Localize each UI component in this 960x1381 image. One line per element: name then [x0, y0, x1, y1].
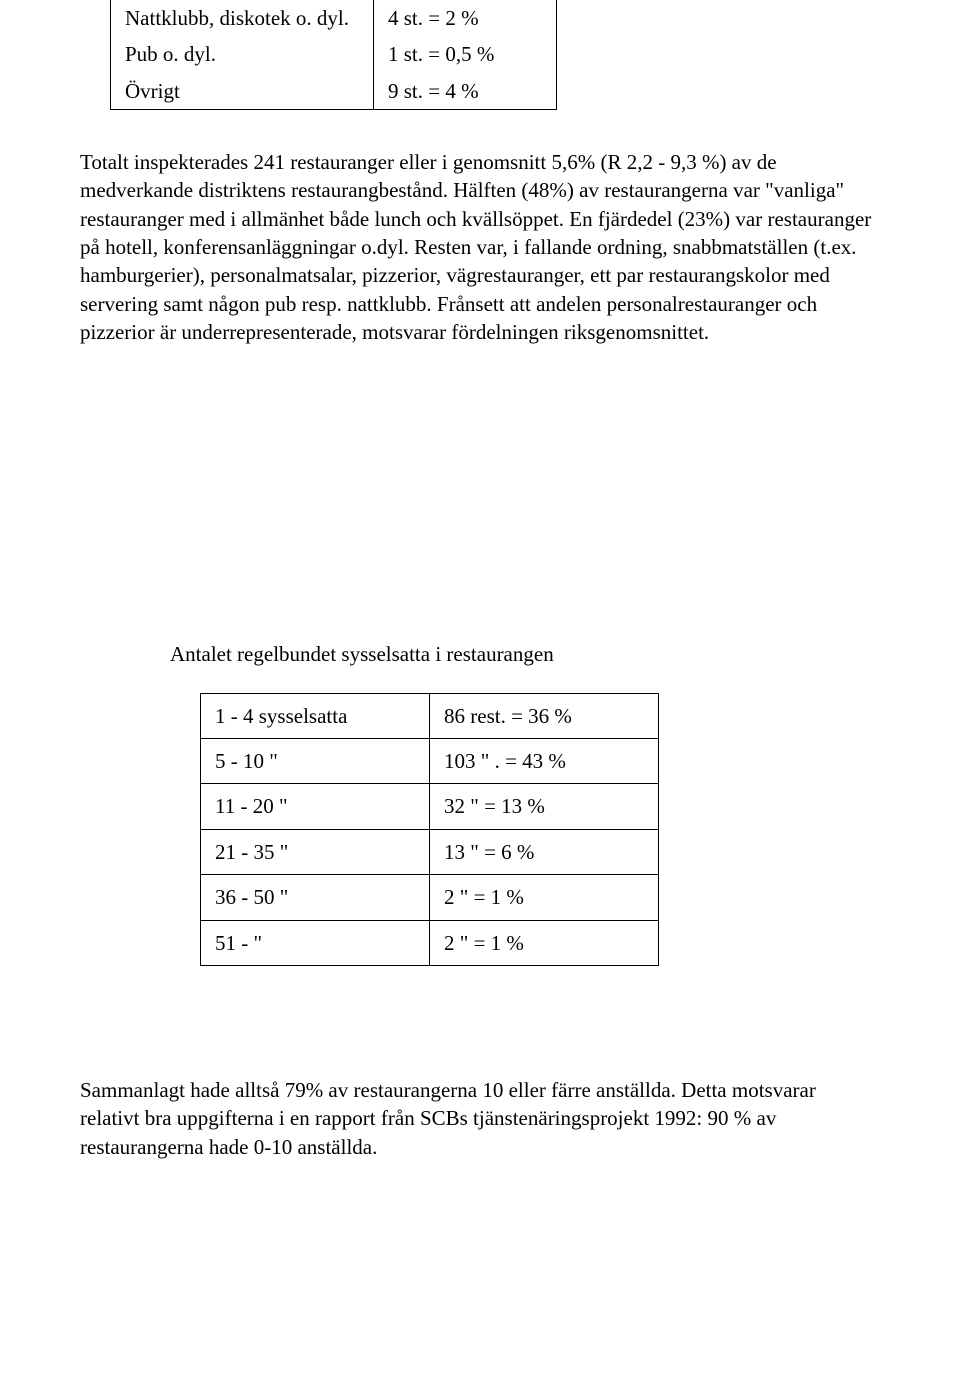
vertical-spacer	[80, 1026, 880, 1076]
summary-table-top: Nattklubb, diskotek o. dyl. 4 st. = 2 % …	[110, 0, 557, 110]
table-row: 1 - 4 sysselsatta 86 rest. = 36 %	[201, 693, 659, 738]
table-row: Nattklubb, diskotek o. dyl. 4 st. = 2 %	[111, 0, 557, 36]
table-cell: 9 st. = 4 %	[374, 73, 557, 110]
body-paragraph: Sammanlagt hade alltså 79% av restaurang…	[80, 1076, 880, 1161]
table-row: 51 - " 2 " = 1 %	[201, 920, 659, 965]
table-cell: Nattklubb, diskotek o. dyl.	[111, 0, 374, 36]
table-row: 5 - 10 " 103 " . = 43 %	[201, 739, 659, 784]
table-row: 21 - 35 " 13 " = 6 %	[201, 829, 659, 874]
table-cell: 2 " = 1 %	[430, 920, 659, 965]
table-cell: 4 st. = 2 %	[374, 0, 557, 36]
document-page: Nattklubb, diskotek o. dyl. 4 st. = 2 % …	[0, 0, 960, 1381]
table-cell: Övrigt	[111, 73, 374, 110]
table-row: 11 - 20 " 32 " = 13 %	[201, 784, 659, 829]
table-cell: 5 - 10 "	[201, 739, 430, 784]
table-cell: 32 " = 13 %	[430, 784, 659, 829]
table-cell: 2 " = 1 %	[430, 875, 659, 920]
table-cell: 36 - 50 "	[201, 875, 430, 920]
table-cell: 103 " . = 43 %	[430, 739, 659, 784]
table-cell: 21 - 35 "	[201, 829, 430, 874]
table-cell: Pub o. dyl.	[111, 36, 374, 72]
vertical-spacer	[80, 360, 880, 640]
table-row: Pub o. dyl. 1 st. = 0,5 %	[111, 36, 557, 72]
table-cell: 11 - 20 "	[201, 784, 430, 829]
body-paragraph: Totalt inspekterades 241 restauranger el…	[80, 148, 880, 346]
table-row: 36 - 50 " 2 " = 1 %	[201, 875, 659, 920]
section-subheading: Antalet regelbundet sysselsatta i restau…	[170, 640, 880, 668]
table-cell: 51 - "	[201, 920, 430, 965]
table-cell: 86 rest. = 36 %	[430, 693, 659, 738]
table-row: Övrigt 9 st. = 4 %	[111, 73, 557, 110]
table-cell: 1 st. = 0,5 %	[374, 36, 557, 72]
employees-table: 1 - 4 sysselsatta 86 rest. = 36 % 5 - 10…	[200, 693, 659, 966]
table-cell: 1 - 4 sysselsatta	[201, 693, 430, 738]
table-cell: 13 " = 6 %	[430, 829, 659, 874]
